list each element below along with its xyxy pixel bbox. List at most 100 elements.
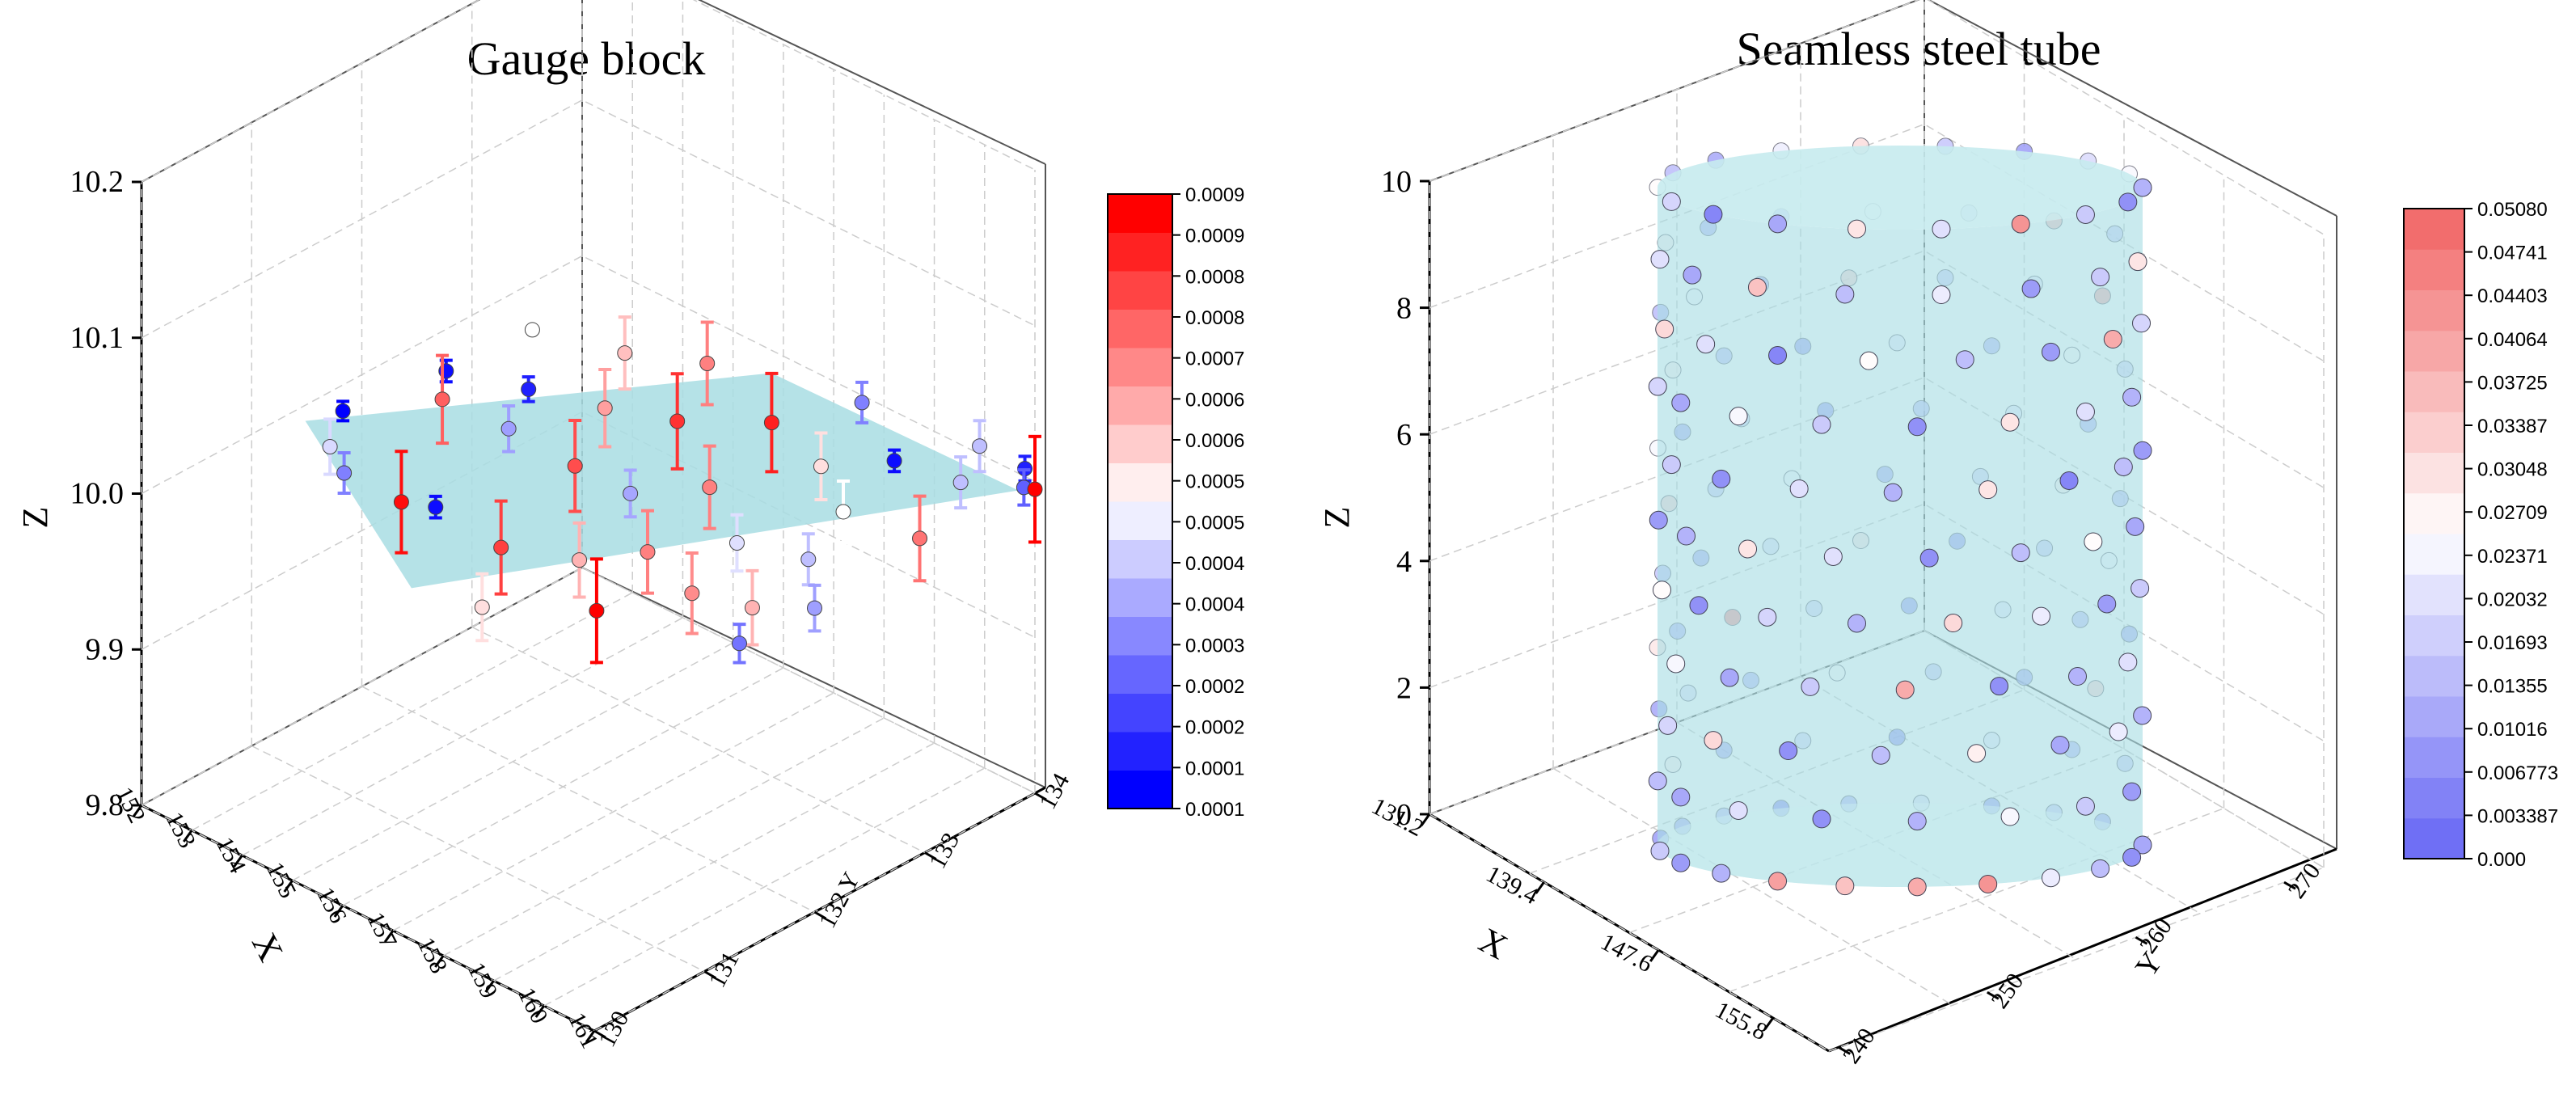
data-points (322, 297, 1043, 665)
z-axis-label: Z (1317, 507, 1357, 529)
floor-gridline-x (1828, 867, 2325, 1052)
colorbar-swatch (1108, 309, 1172, 348)
data-point (1696, 335, 1716, 354)
x-tick-label: 158 (412, 933, 453, 978)
data-point (1650, 841, 1670, 860)
data-point (1712, 469, 1731, 488)
colorbar-tick-label: 0.003387 (2477, 805, 2558, 827)
y-tick-label: 240 (1838, 1024, 1881, 1069)
data-point (952, 475, 969, 491)
colorbar-tick-label: 0.0005 (1185, 471, 1244, 493)
data-point (669, 413, 686, 429)
z-tick-label: 10.2 (70, 165, 125, 199)
data-point (2011, 543, 2030, 563)
colorbar-swatch (2404, 777, 2464, 819)
data-point (2000, 412, 2020, 432)
z-tick-label: 9.8 (86, 788, 125, 822)
data-point (474, 599, 490, 615)
data-point (1944, 614, 1963, 633)
data-point (2133, 706, 2152, 725)
data-point (1789, 479, 1809, 498)
data-point (2050, 735, 2070, 754)
x-tick-label: 155.8 (1711, 996, 1772, 1045)
colorbar-frame (2403, 208, 2465, 859)
cylinder-surface (1658, 146, 2143, 887)
data-point (617, 345, 633, 361)
data-point (1823, 547, 1843, 566)
data-point (2128, 252, 2147, 272)
gauge-block-chart: Gauge block 9.89.910.010.110.21521531541… (15, 0, 1244, 1053)
colorbar-swatch (1108, 462, 1172, 502)
x-tick-label: 160 (513, 983, 553, 1028)
colorbar-swatch (2404, 371, 2464, 412)
data-point (1907, 877, 1927, 897)
y-tick-mark (2135, 935, 2148, 945)
data-point (2076, 796, 2095, 816)
data-point (1812, 809, 1831, 829)
data-point (393, 494, 409, 510)
colorbar-tick-label: 0.0005 (1185, 512, 1244, 534)
data-point (2041, 868, 2060, 888)
data-point (1666, 654, 1686, 674)
chart-title-seamless-steel-tube: Seamless steel tube (1736, 23, 2101, 75)
data-point (763, 415, 779, 431)
data-point (1812, 415, 1831, 434)
data-point (2126, 517, 2145, 536)
colorbar-tick-label: 0.03048 (2477, 459, 2548, 481)
surface-plane-fill (305, 373, 1019, 589)
wall-gridline-z (141, 567, 1036, 806)
x-tick-label: 157 (361, 908, 402, 952)
data-point (731, 636, 747, 652)
data-point (524, 322, 540, 338)
data-point (2122, 387, 2142, 407)
colorbar-tick-label: 0.01016 (2477, 719, 2548, 741)
colorbar-tick-label: 0.0009 (1185, 184, 1244, 206)
colorbar-swatch (1108, 348, 1172, 386)
data-point (1932, 285, 1951, 305)
x-tick-label: 153 (161, 808, 201, 852)
data-point (1738, 539, 1758, 559)
x-tick-label: 147.6 (1596, 928, 1657, 978)
x-tick-mark (383, 930, 395, 943)
y-tick-mark (924, 851, 937, 860)
data-point (1801, 677, 1820, 696)
data-point (1883, 483, 1902, 502)
data-point (1662, 192, 1681, 211)
data-point (1978, 874, 1998, 893)
data-point (521, 381, 537, 397)
floor-gridline-y (471, 626, 926, 854)
data-point (1677, 526, 1696, 546)
y-tick-mark (1838, 1046, 1851, 1055)
z-tick-label: 10 (1381, 165, 1412, 199)
data-point (1683, 265, 1702, 285)
data-point (2032, 606, 2051, 626)
colorbar-tick-label: 0.01693 (2477, 632, 2548, 654)
y-tick-mark (1034, 792, 1047, 801)
data-point (2114, 457, 2133, 476)
data-point (2041, 342, 2060, 361)
data-point (322, 438, 338, 454)
data-point (835, 504, 851, 520)
y-tick-mark (593, 1029, 606, 1039)
x-tick-mark (1420, 813, 1431, 826)
y-tick-label: 134 (1034, 769, 1075, 813)
colorbar-tick-label: 0.0008 (1185, 266, 1244, 288)
x-tick-mark (183, 830, 193, 843)
colorbar-tick-label: 0.05080 (2477, 199, 2548, 221)
z-tick-label: 9.9 (86, 632, 125, 666)
colorbar-tick-label: 0.0006 (1185, 389, 1244, 411)
x-tick-label: 156 (311, 883, 352, 927)
data-point (2068, 667, 2088, 686)
data-point (1835, 876, 1855, 896)
colorbar-tick-label: 0.01355 (2477, 676, 2548, 698)
data-point (1655, 319, 1674, 339)
colorbar-swatch (1108, 578, 1172, 617)
z-tick-label: 0 (1396, 798, 1412, 832)
data-point (1932, 219, 1951, 239)
data-point (1689, 596, 1708, 615)
data-point (886, 453, 902, 469)
colorbar-swatch (2404, 452, 2464, 494)
colorbar-tick-label: 0.0002 (1185, 717, 1244, 739)
data-point (744, 600, 760, 616)
data-point (2097, 594, 2117, 614)
